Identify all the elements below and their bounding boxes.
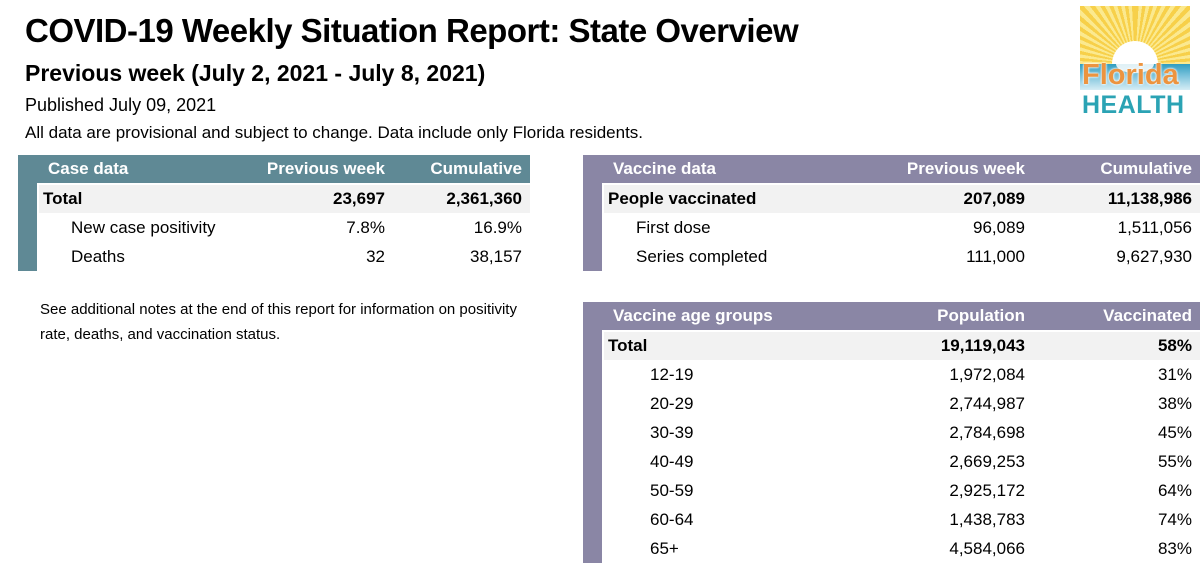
previous-week-header: Previous week bbox=[253, 155, 393, 185]
sun-icon bbox=[1112, 41, 1158, 64]
previous-week-header: Previous week bbox=[843, 155, 1033, 185]
vaccinated-value: 64% bbox=[1157, 480, 1192, 500]
row-label: 30-39 bbox=[650, 422, 694, 442]
population-value: 2,925,172 bbox=[949, 480, 1025, 500]
previous-week-value: 7.8% bbox=[346, 217, 385, 237]
vaccine-data-table: Vaccine data Previous week Cumulative Pe… bbox=[583, 155, 1200, 271]
header-strip bbox=[18, 155, 38, 184]
previous-week-value: 23,697 bbox=[253, 184, 393, 213]
header-strip bbox=[583, 302, 603, 331]
vaccinated-value: 31% bbox=[1157, 364, 1192, 384]
row-label: Total bbox=[603, 331, 843, 360]
population-value: 2,669,253 bbox=[949, 451, 1025, 471]
population-value: 2,744,987 bbox=[949, 393, 1025, 413]
cumulative-value: 38,157 bbox=[470, 246, 522, 266]
previous-week-value: 96,089 bbox=[973, 217, 1025, 237]
published-date: Published July 09, 2021 bbox=[25, 95, 217, 115]
table-accent-strip bbox=[583, 184, 604, 271]
population-header: Population bbox=[843, 302, 1033, 332]
age-groups-header: Vaccine age groups bbox=[603, 302, 843, 332]
vaccinated-value: 55% bbox=[1157, 451, 1192, 471]
row-label: New case positivity bbox=[71, 217, 216, 237]
table-row: 20-29 2,744,987 38% bbox=[583, 389, 1200, 418]
table-row: 30-39 2,784,698 45% bbox=[583, 418, 1200, 447]
cumulative-value: 1,511,056 bbox=[1117, 217, 1192, 237]
cumulative-header: Cumulative bbox=[393, 155, 530, 185]
vaccinated-value: 58% bbox=[1033, 331, 1200, 360]
vaccinated-value: 45% bbox=[1157, 422, 1192, 442]
table-row: 50-59 2,925,172 64% bbox=[583, 476, 1200, 505]
age-table-header-row: Vaccine age groups Population Vaccinated bbox=[583, 302, 1200, 332]
cumulative-header: Cumulative bbox=[1033, 155, 1200, 185]
previous-week-value: 111,000 bbox=[966, 246, 1025, 266]
table-row: 12-19 1,972,084 31% bbox=[583, 360, 1200, 389]
water-band bbox=[1080, 64, 1190, 90]
header-strip bbox=[583, 155, 603, 184]
data-disclaimer: All data are provisional and subject to … bbox=[25, 123, 644, 142]
population-value: 2,784,698 bbox=[949, 422, 1025, 442]
row-label: 60-64 bbox=[650, 509, 694, 529]
previous-week-value: 207,089 bbox=[843, 184, 1033, 213]
table-row: First dose 96,089 1,511,056 bbox=[583, 213, 1200, 242]
row-label: 50-59 bbox=[650, 480, 694, 500]
table-accent-strip bbox=[18, 184, 39, 271]
cumulative-value: 9,627,930 bbox=[1116, 246, 1192, 266]
table-row: 40-49 2,669,253 55% bbox=[583, 447, 1200, 476]
sun-reflection bbox=[1116, 64, 1154, 73]
row-label: 20-29 bbox=[650, 393, 694, 413]
page-title: COVID-19 Weekly Situation Report: State … bbox=[25, 12, 799, 49]
vaccinated-value: 38% bbox=[1157, 393, 1192, 413]
sunburst-icon bbox=[1080, 6, 1190, 64]
table-row: Total 23,697 2,361,360 bbox=[18, 184, 530, 271]
row-label: 12-19 bbox=[650, 364, 694, 384]
population-value: 1,438,783 bbox=[949, 509, 1025, 529]
florida-health-logo: Florida HEALTH bbox=[1078, 6, 1192, 120]
table-accent-strip bbox=[583, 331, 604, 563]
case-data-table: Case data Previous week Cumulative Total… bbox=[18, 155, 530, 271]
previous-week-value: 32 bbox=[366, 246, 385, 266]
vaccine-data-header: Vaccine data bbox=[603, 155, 843, 185]
row-label: 40-49 bbox=[650, 451, 694, 471]
report-period-subtitle: Previous week (July 2, 2021 - July 8, 20… bbox=[25, 60, 486, 86]
row-label: People vaccinated bbox=[603, 184, 843, 213]
table-row: Total 19,119,043 58% bbox=[583, 331, 1200, 563]
table-row: Series completed 111,000 9,627,930 bbox=[583, 242, 1200, 271]
cumulative-value: 16.9% bbox=[473, 217, 522, 237]
table-row: 60-64 1,438,783 74% bbox=[583, 505, 1200, 534]
population-value: 19,119,043 bbox=[843, 331, 1033, 360]
row-label: Total bbox=[38, 184, 253, 213]
row-label: Series completed bbox=[636, 246, 768, 266]
vaccinated-value: 74% bbox=[1157, 509, 1192, 529]
vaccinated-header: Vaccinated bbox=[1033, 302, 1200, 332]
row-label: Deaths bbox=[71, 246, 125, 266]
vaccine-table-header-row: Vaccine data Previous week Cumulative bbox=[583, 155, 1200, 185]
row-label: First dose bbox=[636, 217, 711, 237]
row-label: 65+ bbox=[650, 538, 679, 558]
cumulative-value: 2,361,360 bbox=[393, 184, 530, 213]
population-value: 4,584,066 bbox=[949, 538, 1025, 558]
table-row: 65+ 4,584,066 83% bbox=[583, 534, 1200, 563]
table-row: New case positivity 7.8% 16.9% bbox=[18, 213, 530, 242]
cumulative-value: 11,138,986 bbox=[1033, 184, 1200, 213]
logo-text-florida: Florida bbox=[1082, 59, 1179, 91]
table-row: People vaccinated 207,089 11,138,986 bbox=[583, 184, 1200, 271]
population-value: 1,972,084 bbox=[949, 364, 1025, 384]
logo-text-health: HEALTH bbox=[1082, 91, 1185, 119]
table-row: Deaths 32 38,157 bbox=[18, 242, 530, 271]
vaccine-age-groups-table: Vaccine age groups Population Vaccinated… bbox=[583, 302, 1200, 563]
case-table-header-row: Case data Previous week Cumulative bbox=[18, 155, 530, 185]
case-data-header: Case data bbox=[38, 155, 253, 185]
vaccinated-value: 83% bbox=[1157, 538, 1192, 558]
additional-notes-text: See additional notes at the end of this … bbox=[40, 301, 517, 343]
